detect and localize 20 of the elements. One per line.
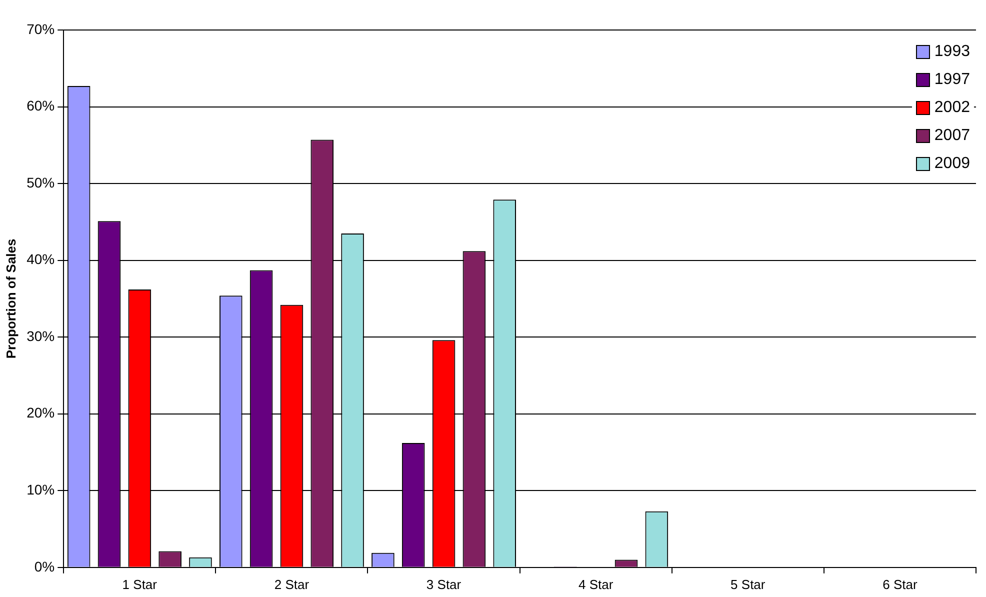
y-tick-label: 50% bbox=[26, 174, 55, 190]
legend-label: 1997 bbox=[934, 70, 970, 90]
legend-label: 1993 bbox=[934, 42, 970, 62]
legend-label: 2009 bbox=[934, 154, 970, 174]
x-tick-label: 1 Star bbox=[122, 576, 158, 592]
y-tick-label: 70% bbox=[26, 20, 55, 37]
x-tick-label: 2 Star bbox=[274, 576, 310, 592]
x-tick-label: 5 Star bbox=[730, 576, 766, 592]
x-tick-label: 6 Star bbox=[882, 576, 918, 592]
y-tick-label: 0% bbox=[34, 558, 55, 574]
y-tick-label: 10% bbox=[26, 481, 55, 498]
y-tick-label: 30% bbox=[26, 328, 55, 344]
x-tick-label: 4 Star bbox=[578, 576, 614, 592]
legend-label: 2002 bbox=[934, 98, 970, 118]
y-tick-label: 60% bbox=[26, 98, 55, 114]
x-tick-label: 3 Star bbox=[426, 576, 462, 592]
legend-label: 2007 bbox=[934, 126, 970, 146]
y-axis-title: Proportion of Sales bbox=[3, 238, 18, 359]
y-tick-label: 40% bbox=[26, 251, 55, 268]
y-tick-label: 20% bbox=[26, 404, 55, 421]
